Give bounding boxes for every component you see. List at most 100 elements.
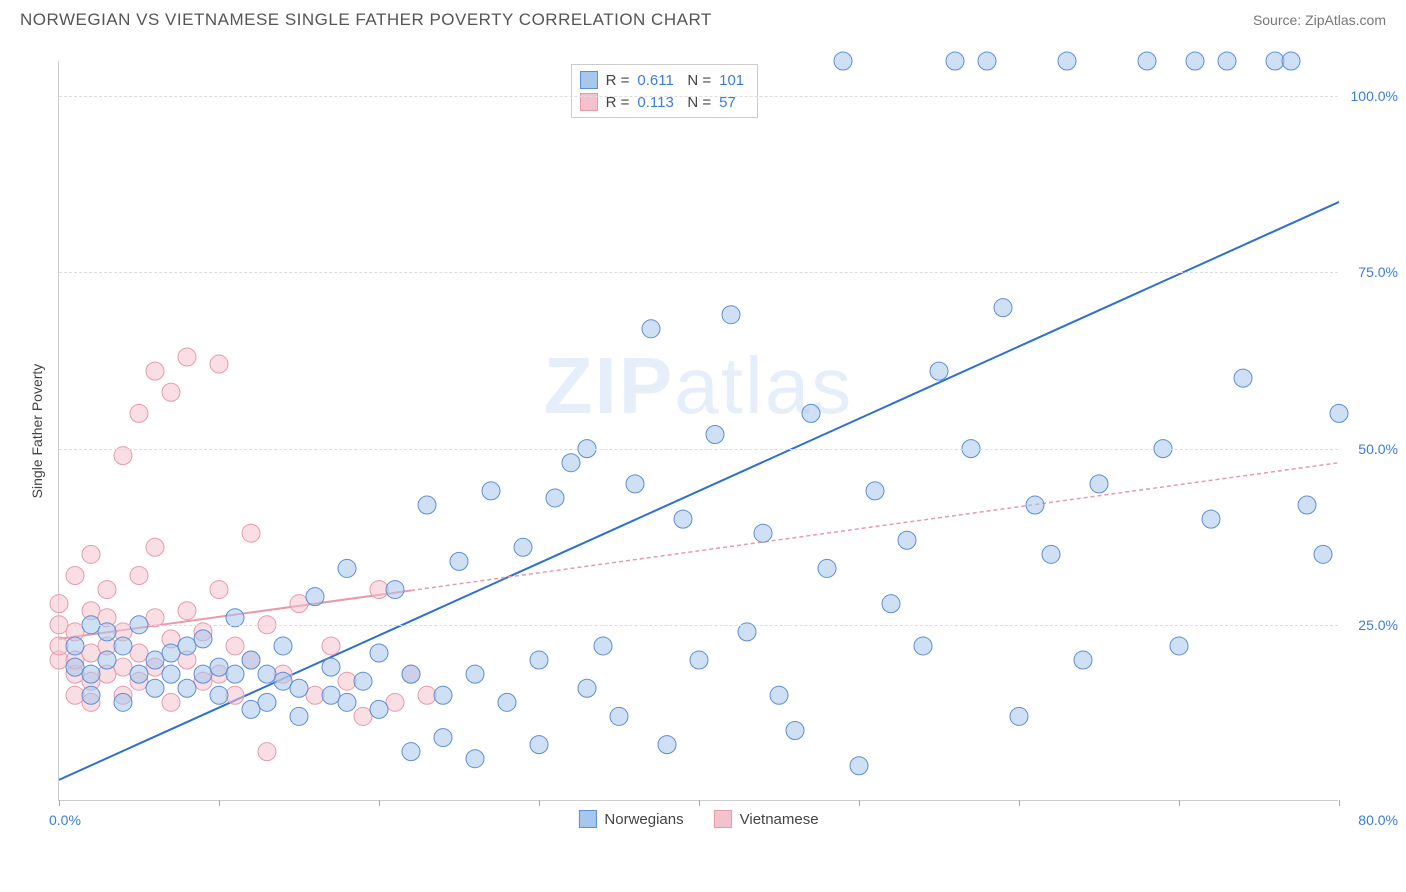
y-tick-label: 25.0% xyxy=(1343,617,1398,633)
data-point xyxy=(370,700,388,718)
data-point xyxy=(450,552,468,570)
data-point xyxy=(786,722,804,740)
data-point xyxy=(882,595,900,613)
data-point xyxy=(466,750,484,768)
data-point xyxy=(66,637,84,655)
data-point xyxy=(1314,545,1332,563)
data-point xyxy=(210,658,228,676)
data-point xyxy=(130,644,148,662)
chart-source: Source: ZipAtlas.com xyxy=(1253,12,1386,28)
data-point xyxy=(130,404,148,422)
data-point xyxy=(530,651,548,669)
x-tick-mark xyxy=(1019,800,1020,806)
data-point xyxy=(98,651,116,669)
trend-line xyxy=(59,202,1339,780)
data-point xyxy=(322,686,340,704)
data-point xyxy=(146,538,164,556)
data-point xyxy=(114,658,132,676)
data-point xyxy=(834,52,852,70)
gridline xyxy=(59,96,1338,97)
data-point xyxy=(610,707,628,725)
data-point xyxy=(530,736,548,754)
data-point xyxy=(386,693,404,711)
data-point xyxy=(690,651,708,669)
data-point xyxy=(994,299,1012,317)
data-point xyxy=(210,355,228,373)
data-point xyxy=(626,475,644,493)
data-point xyxy=(1010,707,1028,725)
legend-swatch xyxy=(714,810,732,828)
data-point xyxy=(66,566,84,584)
legend-swatch xyxy=(580,71,598,89)
data-point xyxy=(338,693,356,711)
data-point xyxy=(354,672,372,690)
data-point xyxy=(706,426,724,444)
data-point xyxy=(1218,52,1236,70)
data-point xyxy=(930,362,948,380)
scatter-svg xyxy=(59,61,1338,800)
data-point xyxy=(194,630,212,648)
data-point xyxy=(802,404,820,422)
data-point xyxy=(130,566,148,584)
data-point xyxy=(194,665,212,683)
data-point xyxy=(98,581,116,599)
data-point xyxy=(978,52,996,70)
data-point xyxy=(722,306,740,324)
data-point xyxy=(434,686,452,704)
data-point xyxy=(354,707,372,725)
data-point xyxy=(754,524,772,542)
stat-r-label: R = xyxy=(606,72,630,89)
data-point xyxy=(946,52,964,70)
data-point xyxy=(338,559,356,577)
gridline xyxy=(59,625,1338,626)
data-point xyxy=(658,736,676,754)
data-point xyxy=(770,686,788,704)
data-point xyxy=(498,693,516,711)
data-point xyxy=(66,658,84,676)
data-point xyxy=(1202,510,1220,528)
data-point xyxy=(162,693,180,711)
legend-bottom: NorwegiansVietnamese xyxy=(578,810,818,828)
legend-swatch xyxy=(578,810,596,828)
data-point xyxy=(866,482,884,500)
data-point xyxy=(386,581,404,599)
data-point xyxy=(914,637,932,655)
data-point xyxy=(146,679,164,697)
data-point xyxy=(1266,52,1284,70)
x-tick-mark xyxy=(859,800,860,806)
data-point xyxy=(1330,404,1348,422)
data-point xyxy=(402,743,420,761)
data-point xyxy=(1282,52,1300,70)
y-axis-label: Single Father Poverty xyxy=(29,363,45,498)
data-point xyxy=(226,665,244,683)
data-point xyxy=(82,644,100,662)
data-point xyxy=(130,665,148,683)
data-point xyxy=(146,362,164,380)
x-axis-max-label: 80.0% xyxy=(1358,812,1398,828)
data-point xyxy=(178,348,196,366)
data-point xyxy=(546,489,564,507)
data-point xyxy=(82,665,100,683)
data-point xyxy=(274,672,292,690)
x-tick-mark xyxy=(379,800,380,806)
data-point xyxy=(370,581,388,599)
data-point xyxy=(306,686,324,704)
chart-title: NORWEGIAN VS VIETNAMESE SINGLE FATHER PO… xyxy=(20,10,712,30)
x-tick-mark xyxy=(1339,800,1340,806)
legend-label: Vietnamese xyxy=(740,811,819,828)
data-point xyxy=(1058,52,1076,70)
y-tick-label: 100.0% xyxy=(1343,88,1398,104)
data-point xyxy=(898,531,916,549)
stat-n-value: 101 xyxy=(719,72,749,89)
data-point xyxy=(226,686,244,704)
data-point xyxy=(66,686,84,704)
x-tick-mark xyxy=(1179,800,1180,806)
data-point xyxy=(274,637,292,655)
data-point xyxy=(50,595,68,613)
data-point xyxy=(306,588,324,606)
data-point xyxy=(258,743,276,761)
data-point xyxy=(82,686,100,704)
data-point xyxy=(258,693,276,711)
data-point xyxy=(242,651,260,669)
legend-stats-box: R =0.611N =101R =0.113N =57 xyxy=(571,64,759,118)
